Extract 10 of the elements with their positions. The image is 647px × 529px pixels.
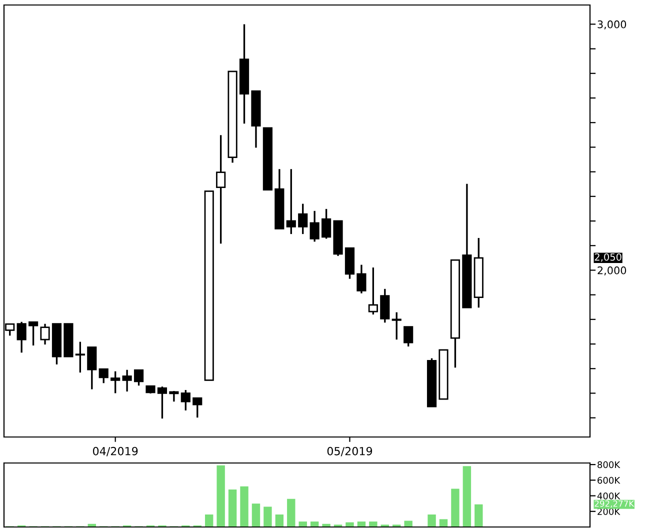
y-tick-label: 3,000 bbox=[598, 20, 626, 30]
x-tick-label: 04/2019 bbox=[92, 446, 138, 456]
y-tick-label: 400K bbox=[597, 492, 620, 500]
y-tick-label: 200K bbox=[598, 508, 620, 515]
y-tick-label: 600K bbox=[598, 476, 620, 484]
y-tick-label: 800K bbox=[598, 461, 620, 468]
x-tick-label: 05/2019 bbox=[327, 446, 372, 456]
text: 2,050 bbox=[594, 253, 622, 262]
y-tick-label: 2,000 bbox=[598, 266, 626, 276]
text: 292,277K bbox=[594, 500, 634, 508]
